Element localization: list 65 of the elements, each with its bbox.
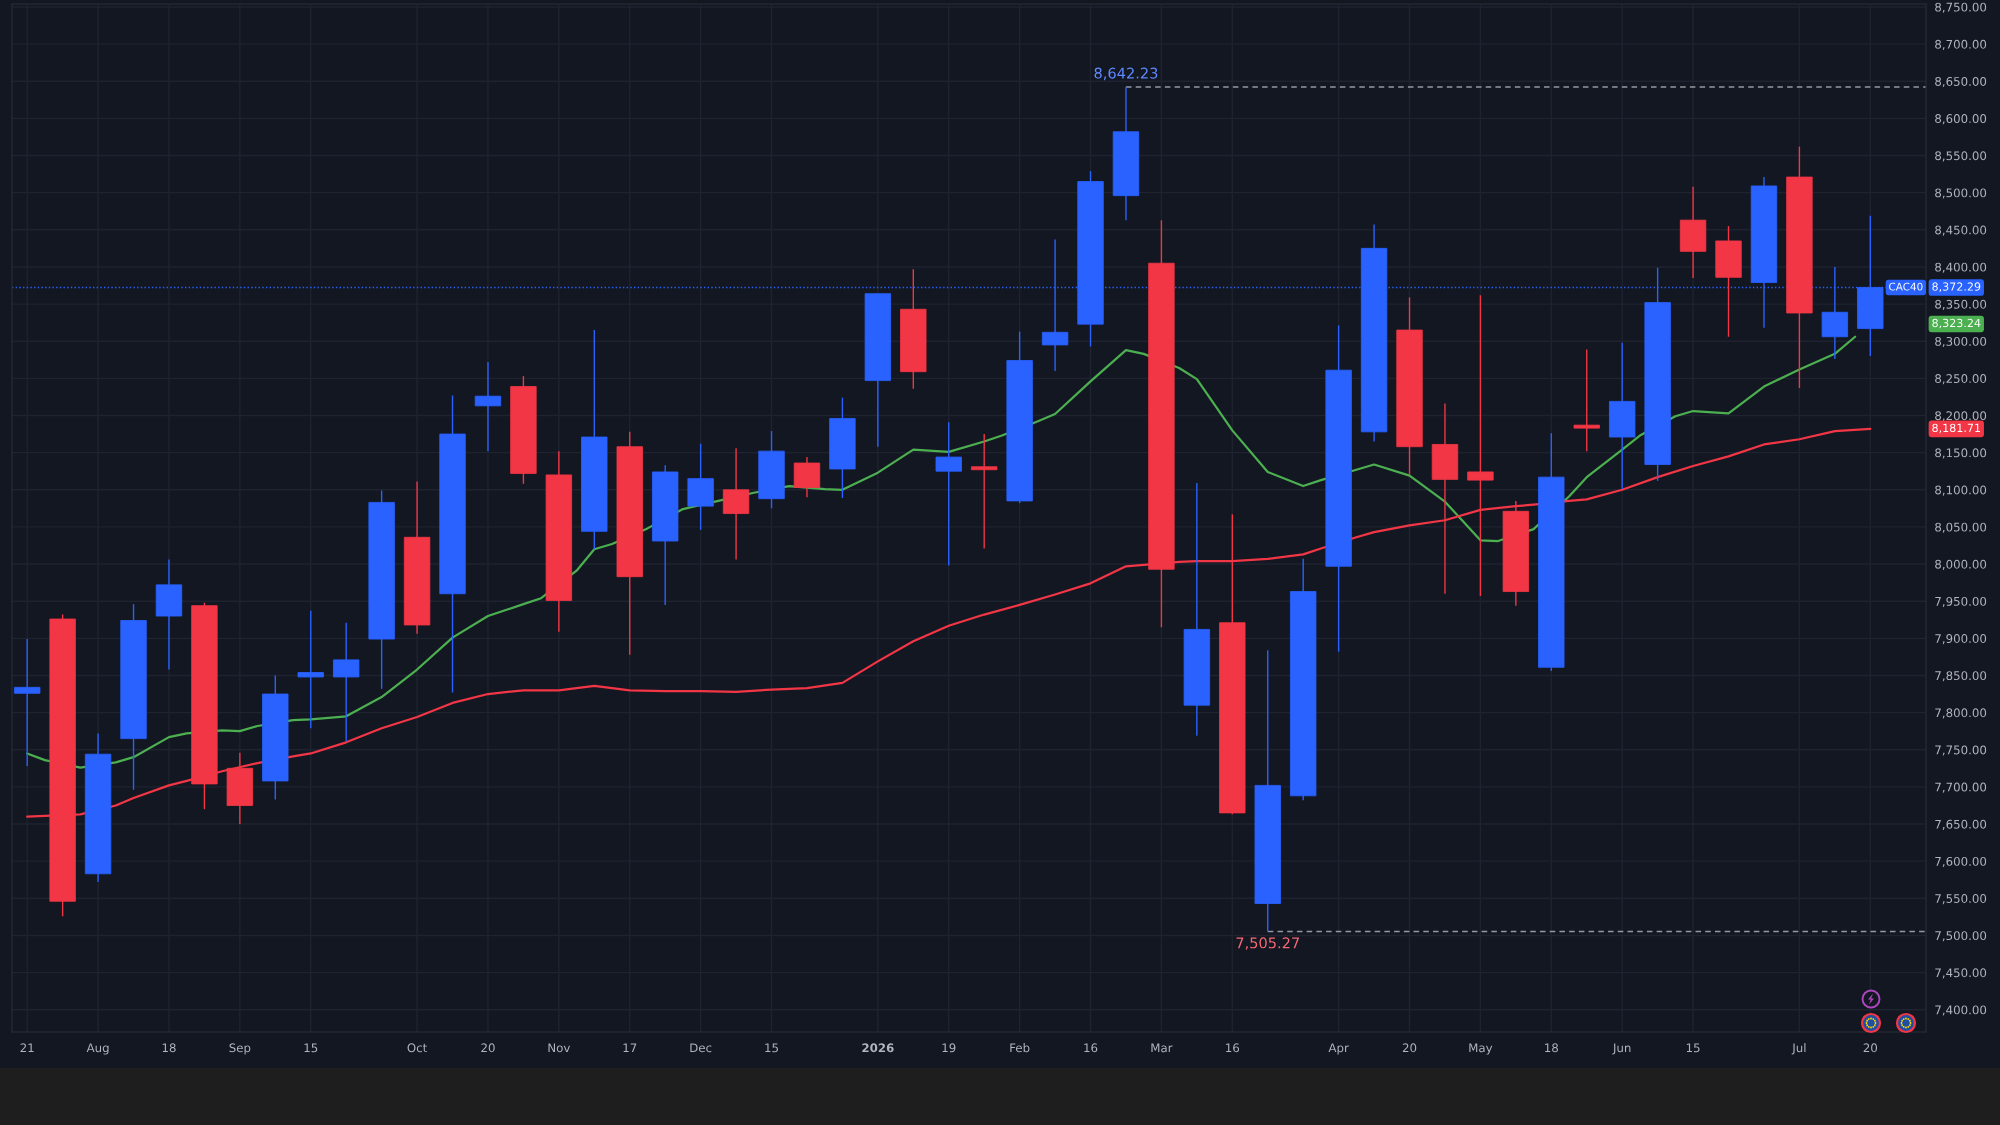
y-tick-label: 7,400.00 [1935, 1005, 1987, 1016]
y-tick-label: 8,700.00 [1935, 39, 1987, 50]
x-tick-label: 16 [1084, 1043, 1098, 1053]
y-tick-label: 8,400.00 [1935, 262, 1987, 273]
x-tick-label: 15 [304, 1043, 318, 1053]
x-tick-label: Jul [1791, 1043, 1806, 1055]
y-tick-label: 8,650.00 [1935, 76, 1987, 88]
annotation: 8,642.23 [1094, 67, 1158, 81]
y-tick-label: 7,650.00 [1935, 819, 1987, 830]
y-tick-label: 7,700.00 [1935, 782, 1987, 793]
candlestick [1573, 348, 1600, 452]
candlestick [474, 361, 502, 452]
y-tick-label: 7,800.00 [1935, 708, 1987, 719]
y-tick-label: 7,900.00 [1935, 634, 1987, 645]
y-tick-label: 8,500.00 [1935, 188, 1987, 199]
candlestick [14, 638, 41, 767]
candlestick [297, 610, 324, 729]
y-tick-label: 8,150.00 [1935, 448, 1987, 459]
x-tick-label: Oct [407, 1043, 427, 1053]
candlestick [935, 421, 962, 567]
x-tick-label: 18 [162, 1043, 176, 1053]
x-tick-label: Dec [690, 1043, 712, 1053]
x-tick-label: 16 [1226, 1043, 1240, 1053]
y-tick-label: 8,300.00 [1935, 336, 1987, 348]
y-tick-label: 8,200.00 [1935, 411, 1987, 422]
x-tick-label: Mar [1151, 1043, 1173, 1053]
y-tick-label: 7,850.00 [1935, 671, 1987, 682]
y-tick-label: 8,100.00 [1935, 485, 1987, 496]
y-tick-label: 8,050.00 [1935, 522, 1987, 533]
y-tick-label: 8,600.00 [1935, 114, 1987, 125]
text: 8,323.24 [1932, 318, 1981, 329]
x-tick-label: 19 [942, 1043, 956, 1053]
x-tick-label: Feb [1010, 1043, 1030, 1053]
x-tick-label: Apr [1328, 1043, 1349, 1055]
x-tick-label: May [1469, 1043, 1493, 1055]
x-tick-label: 17 [623, 1043, 637, 1053]
x-tick-label: 2026 [862, 1043, 894, 1053]
y-tick-label: 8,250.00 [1935, 374, 1987, 385]
y-tick-label: 8,350.00 [1935, 299, 1987, 310]
x-tick-label: 15 [765, 1043, 778, 1053]
x-tick-label: 20 [1402, 1043, 1417, 1053]
series-label: CAC40 [1889, 282, 1923, 291]
x-tick-label: Nov [548, 1043, 571, 1053]
x-tick-label: 20 [1863, 1043, 1878, 1053]
annotation: 7,505.27 [1236, 937, 1299, 950]
x-tick-label: Jun [1612, 1043, 1631, 1055]
x-tick-label: 21 [20, 1043, 34, 1053]
candlestick [971, 433, 998, 550]
ref-line-label: 8,372.29 [1932, 282, 1981, 292]
y-tick-label: 7,550.00 [1935, 894, 1987, 905]
y-tick-label: 8,450.00 [1935, 225, 1987, 236]
x-tick-label: 18 [1545, 1043, 1558, 1053]
x-tick-label: 20 [481, 1043, 495, 1053]
text: 8,181.71 [1932, 423, 1981, 434]
y-tick-label: 7,600.00 [1935, 856, 1987, 868]
x-tick-label: Aug [86, 1043, 109, 1055]
y-tick-label: 7,750.00 [1935, 745, 1987, 756]
x-tick-label: 15 [1686, 1043, 1700, 1053]
y-tick-label: 8,000.00 [1935, 559, 1987, 570]
y-tick-label: 7,500.00 [1935, 931, 1987, 942]
y-tick-label: 8,550.00 [1935, 151, 1987, 162]
y-tick-label: 8,750.00 [1935, 2, 1987, 13]
y-tick-label: 7,450.00 [1935, 968, 1987, 979]
y-tick-label: 7,950.00 [1935, 596, 1987, 608]
x-tick-label: Sep [229, 1043, 251, 1055]
